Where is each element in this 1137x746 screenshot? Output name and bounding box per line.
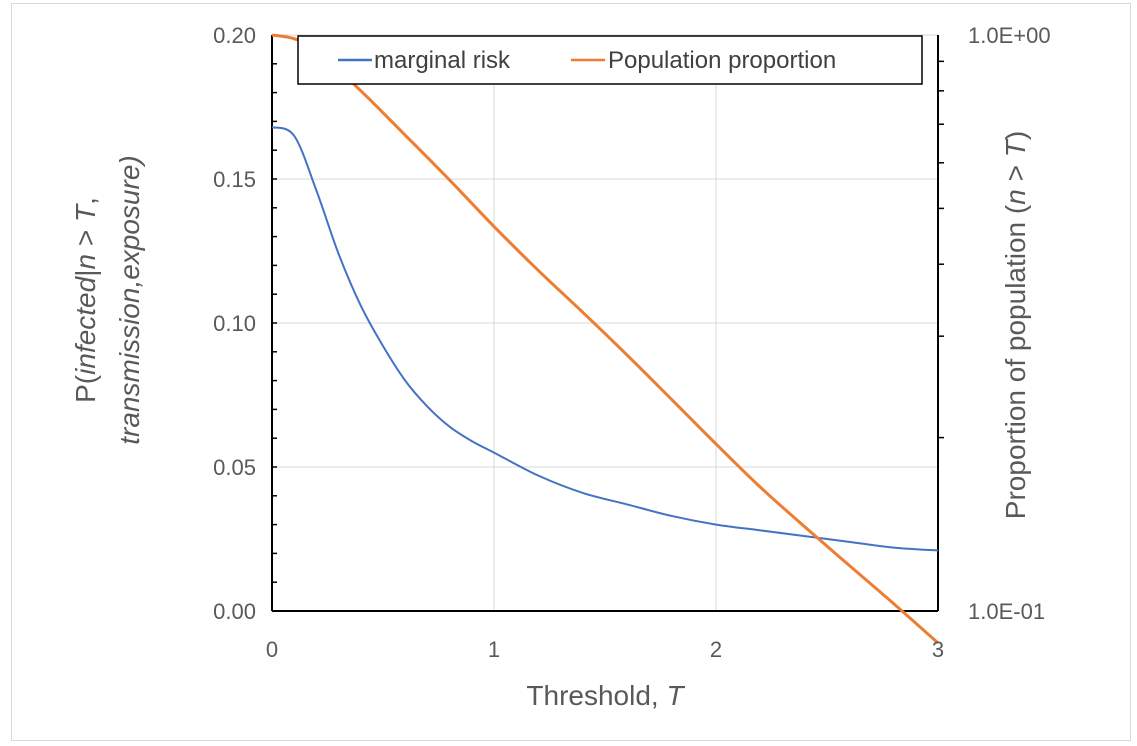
x-tick-label: 2 xyxy=(710,637,722,662)
y-left-title-bar: | xyxy=(70,270,101,277)
x-axis-title-text: Threshold, xyxy=(526,680,666,711)
y-left-title-n: n xyxy=(70,254,101,270)
y-left-tick-label: 0.00 xyxy=(213,599,256,624)
horizontal-gridlines xyxy=(272,34,938,468)
chart-frame xyxy=(11,3,1131,741)
y-right-title-suffix: ) xyxy=(1000,131,1031,140)
x-tick-label: 0 xyxy=(266,637,278,662)
y-left-title-infected: infected xyxy=(70,275,101,374)
y-left-title-line1: P(infected|n > T, xyxy=(70,197,101,403)
y-right-title-T: T xyxy=(1000,138,1031,157)
y-right-axis-title: Proportion of population (n > T) xyxy=(1000,131,1031,519)
x-axis-title: Threshold, T xyxy=(526,680,685,711)
y-left-tick-label: 0.05 xyxy=(213,455,256,480)
y-right-title-prefix: Proportion of population ( xyxy=(1000,204,1031,519)
y-right-tick-label: 1.0E-01 xyxy=(968,599,1045,624)
y-left-tick-label: 0.15 xyxy=(213,167,256,192)
series-line-population-proportion xyxy=(271,33,939,645)
y-left-axis-title: P(infected|n > T, transmission,exposure) xyxy=(70,155,145,444)
series-line-marginal-risk xyxy=(271,126,939,552)
legend: marginal risk Population proportion xyxy=(297,35,923,85)
y-left-tick-labels: 0.00 0.05 0.10 0.15 0.20 xyxy=(213,23,256,624)
y-right-tick-labels: 1.0E-01 1.0E+00 xyxy=(968,23,1051,624)
y-right-tick-label: 1.0E+00 xyxy=(968,23,1051,48)
right-axis-ticks xyxy=(938,60,944,439)
left-axis-minor-ticks xyxy=(272,63,277,583)
legend-box xyxy=(297,35,923,85)
y-left-tick-label: 0.20 xyxy=(213,23,256,48)
y-left-title-T: T xyxy=(70,203,101,222)
legend-label-marginal-risk: marginal risk xyxy=(374,47,511,74)
x-tick-label: 3 xyxy=(932,637,944,662)
x-tick-label: 1 xyxy=(488,637,500,662)
y-right-title-gt: > xyxy=(1000,157,1031,189)
y-left-title-comma: , xyxy=(70,197,101,205)
x-axis-title-var: T xyxy=(666,680,685,711)
y-right-title-text: Proportion of population (n > T) xyxy=(1000,131,1031,519)
y-left-title-p: P( xyxy=(70,374,101,403)
legend-label-population-proportion: Population proportion xyxy=(608,47,836,74)
y-left-title-gt: > xyxy=(70,222,101,254)
y-left-tick-label: 0.10 xyxy=(213,311,256,336)
y-right-title-n: n xyxy=(1000,189,1031,205)
x-tick-labels: 0 1 2 3 xyxy=(266,637,944,662)
series-layer xyxy=(271,33,939,645)
y-left-title-line2: transmission,exposure) xyxy=(114,155,145,444)
